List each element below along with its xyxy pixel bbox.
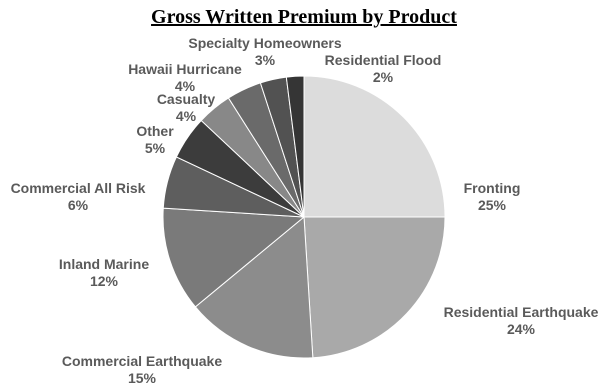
slice-percent-label: 3%: [255, 52, 276, 68]
slice-label: Commercial All Risk 6%: [11, 180, 146, 213]
slice-category-label: Casualty: [157, 91, 216, 107]
pie-slice-commercial-earthquake: [194, 215, 314, 359]
slice-category-label: Residential Earthquake: [444, 304, 599, 320]
slice-label: Specialty Homeowners 3%: [188, 35, 341, 68]
pie-slice-inland-marine: [162, 207, 306, 308]
slice-percent-label: 4%: [175, 78, 196, 94]
slice-category-label: Hawaii Hurricane: [128, 61, 242, 77]
slice-percent-label: 2%: [373, 69, 394, 85]
slice-category-label: Inland Marine: [59, 256, 149, 272]
slice-percent-label: 12%: [90, 273, 119, 289]
slice-category-label: Commercial All Risk: [11, 180, 146, 196]
slice-percent-label: 25%: [478, 197, 507, 213]
pie-slice-residential-earthquake: [303, 216, 446, 359]
slice-percent-label: 5%: [145, 140, 166, 156]
slice-label: Casualty 4%: [157, 91, 216, 124]
slice-label: Hawaii Hurricane 4%: [128, 61, 242, 94]
slice-percent-label: 4%: [176, 108, 197, 124]
slice-label: Residential Earthquake 24%: [444, 304, 599, 337]
slice-label: Fronting 25%: [464, 180, 521, 213]
slice-category-label: Specialty Homeowners: [188, 35, 341, 51]
slice-percent-label: 15%: [128, 370, 157, 386]
slice-percent-label: 24%: [507, 321, 536, 337]
slice-category-label: Residential Flood: [325, 52, 442, 68]
slice-category-label: Commercial Earthquake: [62, 353, 222, 369]
pie-slice-residential-flood: [285, 75, 305, 218]
slice-percent-label: 6%: [68, 197, 89, 213]
pie-slice-fronting: [303, 75, 446, 218]
slice-label: Other 5%: [136, 123, 174, 156]
slice-category-label: Fronting: [464, 180, 521, 196]
slice-label: Commercial Earthquake 15%: [62, 353, 222, 386]
slice-category-label: Other: [136, 123, 174, 139]
slice-label: Residential Flood 2%: [325, 52, 442, 85]
slice-label: Inland Marine 12%: [59, 256, 149, 289]
chart-title: Gross Written Premium by Product: [151, 6, 457, 28]
